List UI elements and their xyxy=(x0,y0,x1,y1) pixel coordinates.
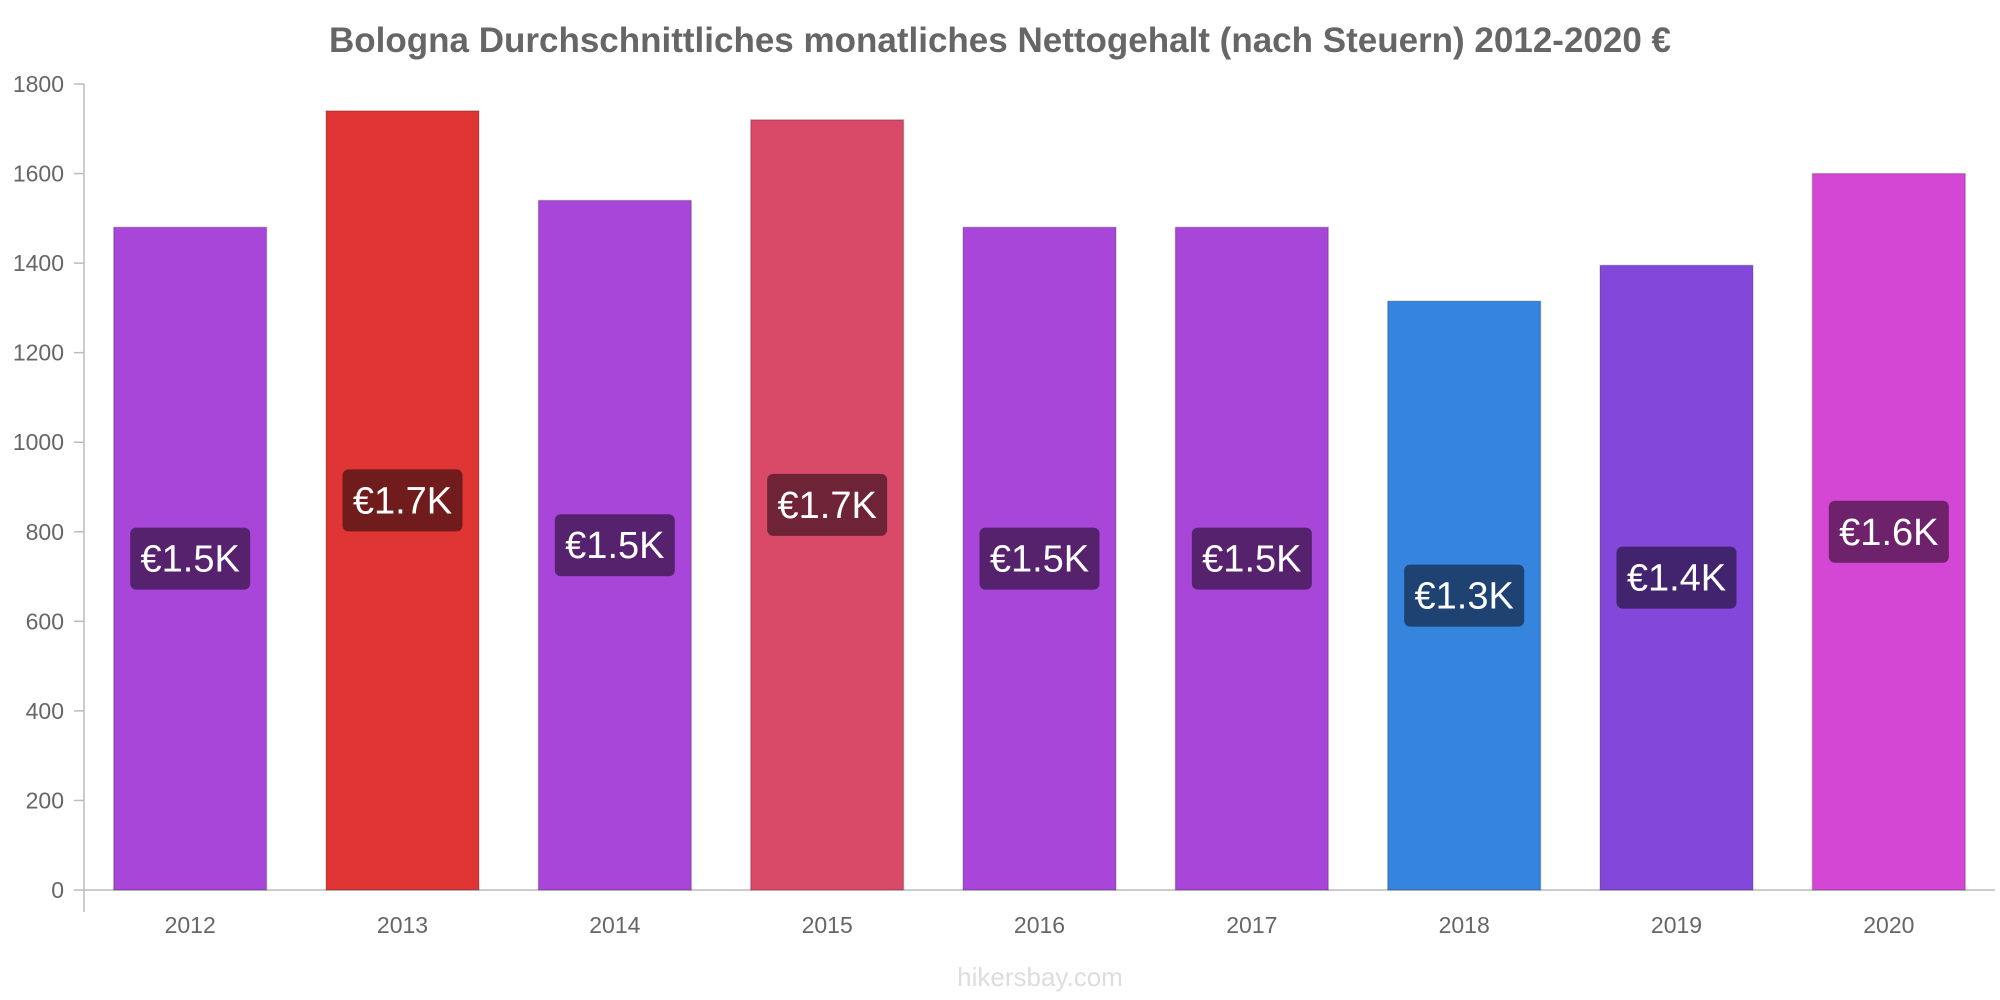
data-label-box xyxy=(554,514,675,577)
data-label: €1.5K xyxy=(1202,539,1301,581)
x-tick-label: 2012 xyxy=(165,912,216,938)
footer-watermark: hikersbay.com xyxy=(957,962,1123,992)
data-label-box xyxy=(767,473,888,536)
data-label-box xyxy=(979,527,1100,590)
data-label-box xyxy=(342,469,463,532)
data-label: €1.7K xyxy=(353,480,452,522)
y-tick-label: 1800 xyxy=(13,71,64,97)
x-ticks: 2012 2013 2014 2015 2016 2017 2018 2019 2020 xyxy=(165,912,1915,938)
data-label-box xyxy=(1191,527,1312,590)
x-tick-label: 2013 xyxy=(377,912,428,938)
y-tick-label: 1000 xyxy=(13,429,64,455)
y-tick-label: 400 xyxy=(26,698,64,724)
y-tick-label: 1200 xyxy=(13,340,64,366)
y-ticks: 0 200 400 600 800 1000 1200 1400 1600 1800 xyxy=(13,71,84,903)
y-tick-label: 200 xyxy=(26,787,64,813)
data-label-box xyxy=(1404,564,1525,627)
data-label: €1.6K xyxy=(1839,512,1938,554)
y-tick-label: 600 xyxy=(26,608,64,634)
y-tick-label: 800 xyxy=(26,519,64,545)
x-tick-label: 2017 xyxy=(1226,912,1277,938)
data-label: €1.5K xyxy=(565,525,664,567)
x-tick-label: 2014 xyxy=(589,912,640,938)
x-tick-label: 2019 xyxy=(1651,912,1702,938)
data-label-box xyxy=(1616,546,1737,609)
data-label: €1.3K xyxy=(1415,576,1514,618)
y-tick-label: 1600 xyxy=(13,161,64,187)
data-label-box xyxy=(1828,500,1949,563)
x-tick-label: 2016 xyxy=(1014,912,1065,938)
y-tick-label: 1400 xyxy=(13,250,64,276)
x-tick-label: 2015 xyxy=(802,912,853,938)
x-tick-label: 2018 xyxy=(1439,912,1490,938)
data-label: €1.4K xyxy=(1627,558,1726,600)
data-label-box xyxy=(130,527,251,590)
data-labels: €1.5K €1.7K €1.5K €1.7K €1.5K €1.5K €1.3K €1.4K… xyxy=(130,469,1949,627)
y-tick-label: 0 xyxy=(51,877,64,903)
data-label: €1.5K xyxy=(141,539,240,581)
chart-title: Bologna Durchschnittliches monatliches N… xyxy=(329,21,1671,60)
data-label: €1.7K xyxy=(778,485,877,527)
data-label: €1.5K xyxy=(990,539,1089,581)
x-tick-label: 2020 xyxy=(1863,912,1914,938)
